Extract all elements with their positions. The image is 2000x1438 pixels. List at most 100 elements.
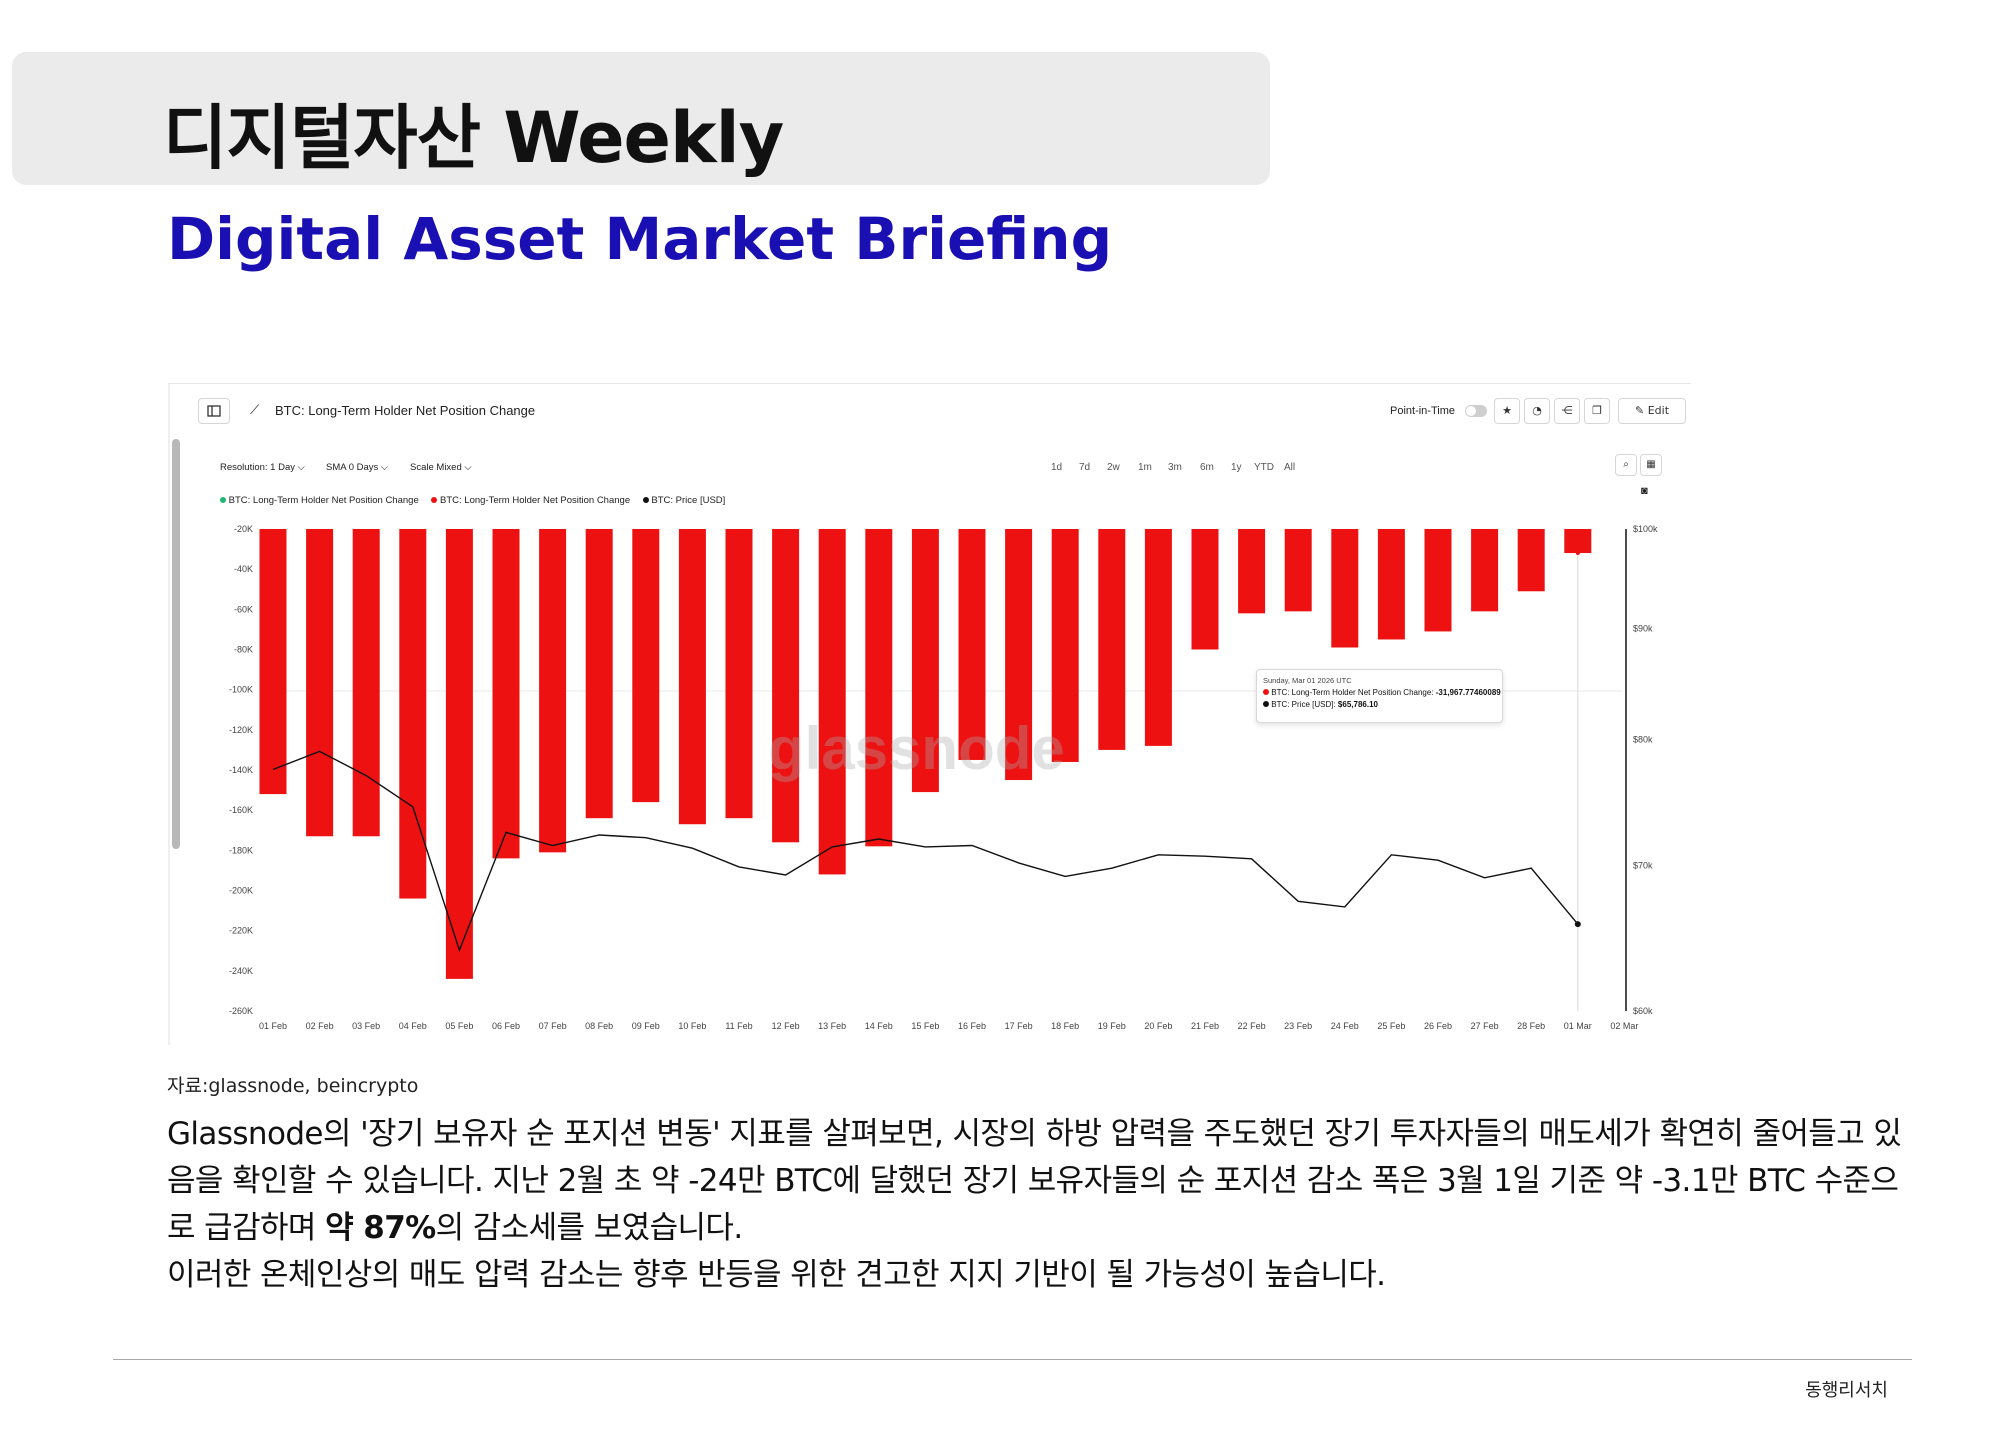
range-button-7d[interactable]: 7d [1079, 462, 1091, 473]
bar [1005, 529, 1033, 781]
tooltip-row-net: BTC: Long-Term Holder Net Position Chang… [1263, 688, 1501, 697]
range-button-ytd[interactable]: YTD [1254, 462, 1274, 473]
x-tick: 07 Feb [539, 1021, 567, 1031]
body-text: Glassnode의 '장기 보유자 순 포지션 변동' 지표를 살펴보면, 시… [167, 1111, 1907, 1299]
zoom-icon[interactable]: ⌕ [1615, 454, 1637, 476]
footer-divider [113, 1359, 1912, 1360]
source-note: 자료:glassnode, beincrypto [167, 1075, 419, 1097]
x-tick: 27 Feb [1471, 1021, 1499, 1031]
bar [585, 529, 613, 819]
footer-brand: 동행리서치 [1805, 1380, 1888, 1401]
y-tick-left: -200K [229, 886, 253, 896]
y-tick-left: -260K [229, 1006, 253, 1016]
bar [818, 529, 846, 875]
resolution-select[interactable]: Resolution: 1 Day ⌵ [220, 462, 305, 473]
bar [958, 529, 986, 760]
y-tick-left: -100K [229, 685, 253, 695]
y-tick-left: -60K [234, 604, 253, 614]
bar [492, 529, 520, 859]
x-tick: 21 Feb [1191, 1021, 1219, 1031]
range-button-3m[interactable]: 3m [1168, 462, 1182, 473]
bar [352, 529, 380, 837]
bar [259, 529, 287, 795]
pencil-icon: ✎ [1634, 404, 1645, 417]
page-subtitle: Digital Asset Market Briefing [167, 205, 1113, 273]
bar [1238, 529, 1266, 614]
x-tick: 11 Feb [725, 1021, 752, 1031]
legend-item-green[interactable]: BTC: Long-Term Holder Net Position Chang… [220, 495, 421, 506]
tooltip-row-price: BTC: Price [USD]: $65,786.10 [1263, 700, 1378, 709]
range-button-1d[interactable]: 1d [1051, 462, 1063, 473]
bar [911, 529, 939, 793]
x-tick: 01 Mar [1564, 1021, 1592, 1031]
tooltip-date: Sunday, Mar 01 2026 UTC [1263, 676, 1352, 685]
panel-edge [168, 384, 170, 1045]
tooltip-dot-black [1263, 701, 1269, 707]
x-tick: 12 Feb [772, 1021, 800, 1031]
x-tick: 28 Feb [1517, 1021, 1545, 1031]
legend-item-price[interactable]: BTC: Price [USD] [642, 495, 725, 506]
x-tick: 06 Feb [492, 1021, 520, 1031]
y-tick-left: -20K [234, 524, 253, 534]
x-tick: 08 Feb [585, 1021, 613, 1031]
x-tick: 10 Feb [678, 1021, 706, 1031]
legend-dot-black [642, 497, 649, 503]
bar [1424, 529, 1452, 632]
star-icon[interactable]: ★ [1494, 398, 1520, 424]
tooltip: Sunday, Mar 01 2026 UTC BTC: Long-Term H… [1256, 669, 1503, 723]
x-tick: 23 Feb [1284, 1021, 1312, 1031]
bar [1471, 529, 1499, 612]
x-tick: 04 Feb [399, 1021, 427, 1031]
x-tick: 05 Feb [445, 1021, 473, 1031]
bar [678, 529, 706, 825]
range-button-all[interactable]: All [1284, 462, 1296, 473]
x-tick: 26 Feb [1424, 1021, 1452, 1031]
y-tick-left: -220K [229, 926, 253, 936]
edit-button[interactable]: ✎ Edit [1618, 398, 1686, 424]
x-tick: 13 Feb [818, 1021, 846, 1031]
sidebar-toggle-icon[interactable] [198, 398, 230, 424]
bar [1284, 529, 1312, 612]
x-tick: 14 Feb [865, 1021, 893, 1031]
chart-plot[interactable]: -20K -40K -60K -80K -100K -120K -140K -160K -180… [168, 384, 1691, 1045]
bar [632, 529, 660, 803]
bar [1331, 529, 1359, 648]
chart-screenshot: ⟋ BTC: Long-Term Holder Net Position Cha… [168, 383, 1691, 1045]
copy-icon[interactable]: ❐ [1584, 398, 1610, 424]
point-in-time-toggle[interactable] [1465, 405, 1487, 417]
x-tick: 18 Feb [1051, 1021, 1079, 1031]
bell-icon[interactable]: ◔ [1524, 398, 1550, 424]
y-tick-right: $70k [1633, 861, 1653, 871]
bar [1517, 529, 1545, 592]
range-button-6m[interactable]: 6m [1200, 462, 1214, 473]
range-button-1m[interactable]: 1m [1138, 462, 1152, 473]
scrollbar[interactable] [172, 439, 180, 849]
range-button-2w[interactable]: 2w [1107, 462, 1120, 473]
tooltip-dot-red [1263, 689, 1269, 695]
x-tick: 22 Feb [1238, 1021, 1266, 1031]
bar [1564, 529, 1592, 554]
legend-item-red[interactable]: BTC: Long-Term Holder Net Position Chang… [431, 495, 632, 506]
x-tick: 16 Feb [958, 1021, 986, 1031]
legend-dot-green [220, 497, 226, 503]
x-tick: 15 Feb [911, 1021, 939, 1031]
camera-icon[interactable]: ◙ [1641, 485, 1648, 497]
y-tick-right: $80k [1633, 735, 1653, 745]
x-tick: 02 Mar [1610, 1021, 1638, 1031]
edit-label: Edit [1647, 404, 1670, 417]
bar [1098, 529, 1126, 750]
scale-select[interactable]: Scale Mixed ⌵ [410, 462, 472, 473]
calendar-icon[interactable]: ▦ [1640, 454, 1662, 476]
body-paragraph-2: 이러한 온체인상의 매도 압력 감소는 향후 반등을 위한 견고한 지지 기반이… [167, 1257, 1386, 1293]
y-tick-left: -80K [234, 645, 253, 655]
x-tick: 19 Feb [1098, 1021, 1126, 1031]
bar [1191, 529, 1219, 650]
range-button-1y[interactable]: 1y [1231, 462, 1242, 473]
y-tick-left: -240K [229, 966, 253, 976]
sma-select[interactable]: SMA 0 Days ⌵ [326, 462, 389, 473]
share-icon[interactable]: ⋲ [1554, 398, 1580, 424]
header-banner [12, 52, 1270, 185]
y-tick-left: -180K [229, 845, 253, 855]
bar [399, 529, 427, 899]
x-tick: 20 Feb [1144, 1021, 1172, 1031]
